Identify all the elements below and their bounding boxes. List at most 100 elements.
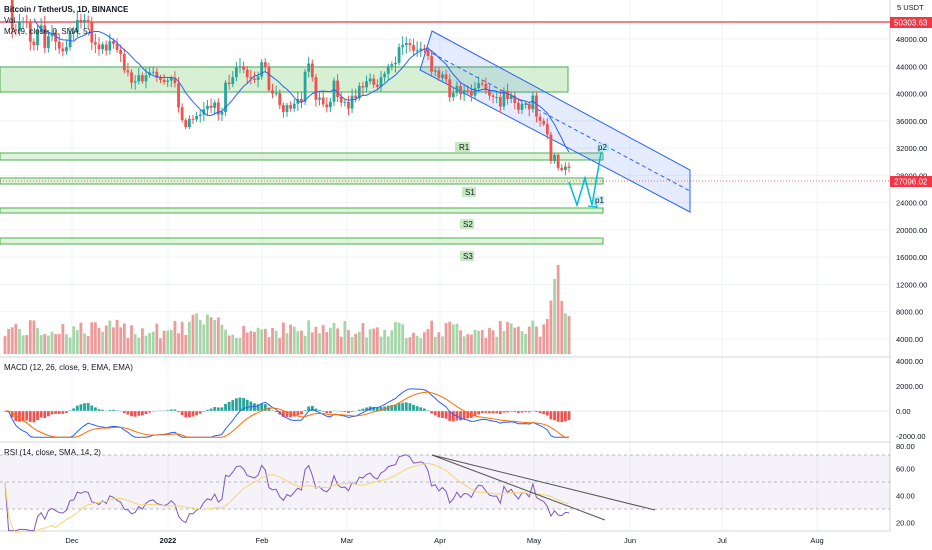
candle-body (263, 62, 267, 67)
macd-histogram-bar (274, 411, 278, 413)
macd-histogram-bar (267, 407, 271, 411)
macd-histogram-bar (253, 403, 256, 411)
volume-bar (426, 329, 430, 354)
macd-histogram-bar (538, 411, 542, 414)
macd-histogram-bar (285, 411, 289, 417)
zone-label-bg-s2 (460, 219, 474, 229)
macd-histogram-bar (433, 411, 437, 416)
volume-bar (130, 325, 133, 354)
candle-body (86, 19, 90, 22)
volume-bar (209, 317, 213, 354)
price-axis[interactable]: 48000.00 44000.00 40000.00 36000.00 32000.00… (896, 35, 927, 344)
macd-histogram-bar (140, 411, 144, 416)
volume-bar (296, 331, 300, 354)
volume-bar (448, 321, 452, 354)
candle-body (54, 32, 58, 42)
candle-body (412, 45, 415, 51)
macd-histogram-bar (54, 411, 58, 414)
macd-histogram-bar (412, 404, 415, 411)
descending-channel[interactable] (419, 30, 691, 213)
volume-bar (177, 333, 180, 354)
resistance-zone[interactable] (0, 66, 569, 93)
candle-body (520, 103, 524, 110)
zone-r1[interactable] (0, 152, 604, 161)
candle-body (72, 32, 76, 34)
macd-histogram-bar (314, 408, 318, 411)
candle-body (379, 77, 383, 87)
volume-bar (386, 336, 390, 354)
candle-body (46, 36, 50, 48)
candle-body (281, 105, 285, 112)
macd-histogram-bar (524, 411, 528, 413)
volume-bar (155, 323, 159, 354)
volume-bar (231, 334, 235, 354)
volume-bar (343, 321, 347, 354)
price-tick: 28000.00 (896, 171, 927, 180)
channel-fill (419, 30, 691, 213)
macd-histogram-bar (130, 411, 133, 417)
candles (10, 0, 571, 176)
candle-body (372, 78, 376, 85)
macd-axis[interactable]: 4000.00 2000.00 0.00 -2000.00 (896, 357, 926, 441)
vol-legend[interactable]: Vol (4, 16, 15, 25)
time-tick: May (527, 536, 541, 545)
candle-body (274, 92, 278, 94)
volume-bar (253, 331, 256, 354)
macd-histogram-bar (462, 411, 466, 420)
volume-bar (46, 335, 50, 354)
volume-bar (75, 330, 79, 354)
macd-histogram-bar (516, 411, 520, 413)
macd-histogram-bar (245, 399, 249, 411)
candle-body (347, 101, 350, 109)
candle-body (328, 101, 332, 108)
volume-bar (531, 320, 535, 354)
rsi-axis[interactable]: 80.00 60.00 40.00 20.00 (896, 442, 915, 528)
candle-body (560, 167, 564, 170)
macd-histogram-bar (296, 411, 300, 416)
macd-histogram-bar (61, 411, 65, 414)
candle-body (202, 109, 206, 115)
macd-histogram-bar (292, 411, 296, 417)
macd-histogram-bar (466, 411, 470, 419)
macd-histogram-bar (560, 411, 564, 423)
macd-histogram-bar (415, 406, 419, 411)
zone-s2[interactable] (0, 207, 604, 214)
rsi-trendline-1[interactable] (431, 454, 606, 521)
volume-bar (162, 330, 166, 354)
macd-histogram-bar (459, 411, 462, 421)
macd-histogram-bar (68, 410, 72, 411)
rsi-trendline-2[interactable] (431, 454, 656, 511)
price-tick: 32000.00 (896, 144, 927, 153)
volume-bar (307, 320, 311, 354)
symbol-title[interactable]: Bitcoin / TetherUS, 1D, BINANCE (4, 5, 129, 14)
macd-histogram-bar (437, 411, 441, 418)
macd-histogram-bar (542, 411, 546, 415)
volume-bar (206, 314, 209, 354)
candle-body (498, 96, 502, 107)
candle-body (390, 64, 394, 67)
macd-histogram-bar (93, 407, 97, 411)
rsi-legend[interactable]: RSI (14, close, SMA, 14, 2) (4, 448, 101, 457)
volume-bar (86, 335, 90, 354)
candle-body (350, 95, 354, 109)
volume-bar (563, 313, 567, 354)
volume-bar (198, 319, 202, 354)
volume-bar (101, 331, 105, 354)
time-axis[interactable]: Dec 2022 Feb Mar Apr May Jun Jul Aug (65, 536, 823, 545)
projection[interactable]: p1 p2 (568, 143, 609, 208)
candle-body (271, 90, 274, 94)
candle-body (112, 41, 115, 44)
macd-histogram-bar (310, 405, 314, 411)
candle-body (122, 54, 126, 71)
ma-legend[interactable]: MA (9, close, 0, SMA, 5) (4, 27, 91, 36)
zone-label-s3: S3 (463, 252, 473, 261)
volume-bar (57, 333, 61, 354)
macd-legend[interactable]: MACD (12, 26, close, 9, EMA, EMA) (4, 363, 133, 372)
candle-body (289, 105, 293, 109)
volume-bar (119, 327, 123, 354)
zone-s3[interactable] (0, 237, 604, 245)
candle-body (527, 103, 531, 110)
macd-histogram-bar (36, 411, 39, 421)
volume-bar (7, 328, 11, 354)
